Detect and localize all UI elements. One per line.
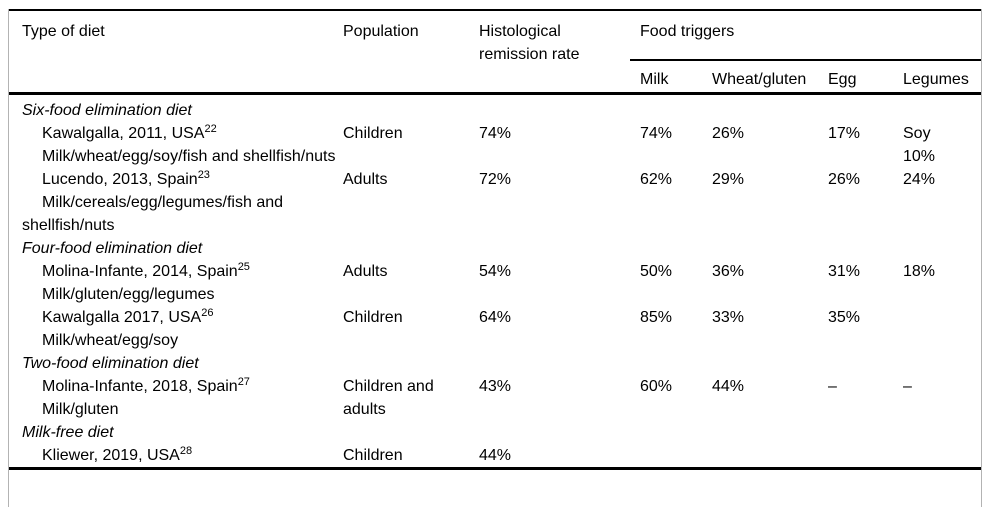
remission-cell: 54% xyxy=(479,263,512,280)
section-title: Milk-free diet xyxy=(22,424,114,441)
study-reference-superscript: 28 xyxy=(179,445,193,457)
diet-description: Milk/gluten xyxy=(42,401,119,418)
table-row: Lucendo, 2013, Spain23 Milk/cereals/egg/… xyxy=(9,168,981,237)
study-reference-superscript: 27 xyxy=(237,376,250,388)
population-cell: Children xyxy=(343,125,403,142)
legumes-cell: – xyxy=(903,378,912,395)
study-name: Kawalgalla 2017, USA26 xyxy=(22,306,343,329)
milk-cell: 50% xyxy=(640,263,673,280)
diet-description: Milk/wheat/egg/soy xyxy=(42,332,179,349)
study-reference-superscript: 26 xyxy=(201,307,214,319)
table-body: Six-food elimination diet Kawalgalla, 20… xyxy=(9,94,981,469)
egg-cell: 35% xyxy=(828,309,861,326)
table-row: Kliewer, 2019, USA28 Children 44% xyxy=(9,444,981,469)
study-name: Lucendo, 2013, Spain23 xyxy=(22,168,343,191)
study-name-text: Molina-Infante, 2014, Spain xyxy=(42,263,238,280)
milk-cell: 60% xyxy=(640,378,673,395)
section-title: Four-food elimination diet xyxy=(22,240,203,257)
milk-cell: 85% xyxy=(640,309,673,326)
column-header-wheat-gluten: Wheat/gluten xyxy=(712,60,828,95)
wheat-gluten-cell: 26% xyxy=(712,125,745,142)
study-name-text: Kawalgalla, 2011, USA xyxy=(42,125,205,142)
study-reference-superscript: 22 xyxy=(204,123,217,135)
header-sub-row: Milk Wheat/gluten Egg Legumes xyxy=(9,60,982,95)
wheat-gluten-cell xyxy=(712,444,828,469)
section-row: Six-food elimination diet xyxy=(9,94,981,123)
column-header-egg: Egg xyxy=(828,60,903,95)
column-header-remission-rate: Histological remission rate xyxy=(479,10,630,95)
study-name-text: Kawalgalla 2017, USA xyxy=(42,309,202,326)
column-header-type-of-diet: Type of diet xyxy=(9,10,343,95)
study-reference-superscript: 25 xyxy=(237,261,250,273)
study-cell: Molina-Infante, 2014, Spain25 Milk/glute… xyxy=(9,260,343,306)
population-cell: Adults xyxy=(343,171,388,188)
remission-cell: 44% xyxy=(479,447,512,464)
column-header-legumes: Legumes xyxy=(903,60,982,95)
table-figure: Type of diet Population Histological rem… xyxy=(8,9,982,507)
legumes-cell: 18% xyxy=(903,263,936,280)
study-name: Molina-Infante, 2014, Spain25 xyxy=(22,260,343,283)
population-cell: Children xyxy=(343,447,403,464)
population-cell: Children and adults xyxy=(343,378,434,418)
table-row: Kawalgalla 2017, USA26 Milk/wheat/egg/so… xyxy=(9,306,981,352)
wheat-gluten-cell: 36% xyxy=(712,263,745,280)
table-header: Type of diet Population Histological rem… xyxy=(9,10,982,95)
milk-cell xyxy=(630,444,712,469)
remission-cell: 64% xyxy=(479,309,512,326)
table-row: Kawalgalla, 2011, USA22 Milk/wheat/egg/s… xyxy=(9,122,981,168)
milk-cell: 74% xyxy=(640,125,673,142)
egg-cell: 17% xyxy=(828,125,861,142)
elimination-diet-table: Type of diet Population Histological rem… xyxy=(9,9,982,470)
table-row: Molina-Infante, 2014, Spain25 Milk/glute… xyxy=(9,260,981,306)
wheat-gluten-cell: 33% xyxy=(712,309,745,326)
header-group-row: Type of diet Population Histological rem… xyxy=(9,10,982,95)
section-row: Milk-free diet xyxy=(9,421,981,444)
column-header-population: Population xyxy=(343,10,479,95)
diet-description: Milk/gluten/egg/legumes xyxy=(42,286,215,303)
remission-cell: 43% xyxy=(479,378,512,395)
study-reference-superscript: 23 xyxy=(197,169,210,181)
legumes-cell: Soy 10% xyxy=(903,125,936,165)
study-cell: Molina-Infante, 2018, Spain27 Milk/glute… xyxy=(9,375,343,421)
legumes-cell xyxy=(903,306,981,352)
egg-cell: – xyxy=(828,378,837,395)
remission-cell: 72% xyxy=(479,171,512,188)
study-cell: Kliewer, 2019, USA28 xyxy=(9,444,343,469)
study-name: Kliewer, 2019, USA28 xyxy=(22,444,343,467)
wheat-gluten-cell: 29% xyxy=(712,171,745,188)
study-name-text: Kliewer, 2019, USA xyxy=(42,447,180,464)
remission-cell: 74% xyxy=(479,125,512,142)
study-name-text: Lucendo, 2013, Spain xyxy=(42,171,198,188)
diet-description: Milk/cereals/egg/legumes/fish and shellf… xyxy=(22,194,284,234)
section-row: Two-food elimination diet xyxy=(9,352,981,375)
column-group-food-triggers: Food triggers xyxy=(630,10,982,61)
egg-cell: 26% xyxy=(828,171,861,188)
column-header-milk: Milk xyxy=(630,60,712,95)
wheat-gluten-cell: 44% xyxy=(712,378,745,395)
study-cell: Lucendo, 2013, Spain23 Milk/cereals/egg/… xyxy=(9,168,343,237)
egg-cell xyxy=(828,444,903,469)
population-cell: Adults xyxy=(343,263,388,280)
table-row: Molina-Infante, 2018, Spain27 Milk/glute… xyxy=(9,375,981,421)
section-title: Two-food elimination diet xyxy=(22,355,199,372)
milk-cell: 62% xyxy=(640,171,673,188)
study-name-text: Molina-Infante, 2018, Spain xyxy=(42,378,238,395)
study-cell: Kawalgalla, 2011, USA22 Milk/wheat/egg/s… xyxy=(9,122,343,168)
legumes-cell: 24% xyxy=(903,171,936,188)
section-title: Six-food elimination diet xyxy=(22,102,192,119)
egg-cell: 31% xyxy=(828,263,861,280)
legumes-cell xyxy=(903,444,981,469)
population-cell: Children xyxy=(343,309,403,326)
study-cell: Kawalgalla 2017, USA26 Milk/wheat/egg/so… xyxy=(9,306,343,352)
section-row: Four-food elimination diet xyxy=(9,237,981,260)
study-name: Kawalgalla, 2011, USA22 xyxy=(22,122,343,145)
study-name: Molina-Infante, 2018, Spain27 xyxy=(22,375,343,398)
diet-description: Milk/wheat/egg/soy/fish and shellfish/nu… xyxy=(42,148,336,165)
